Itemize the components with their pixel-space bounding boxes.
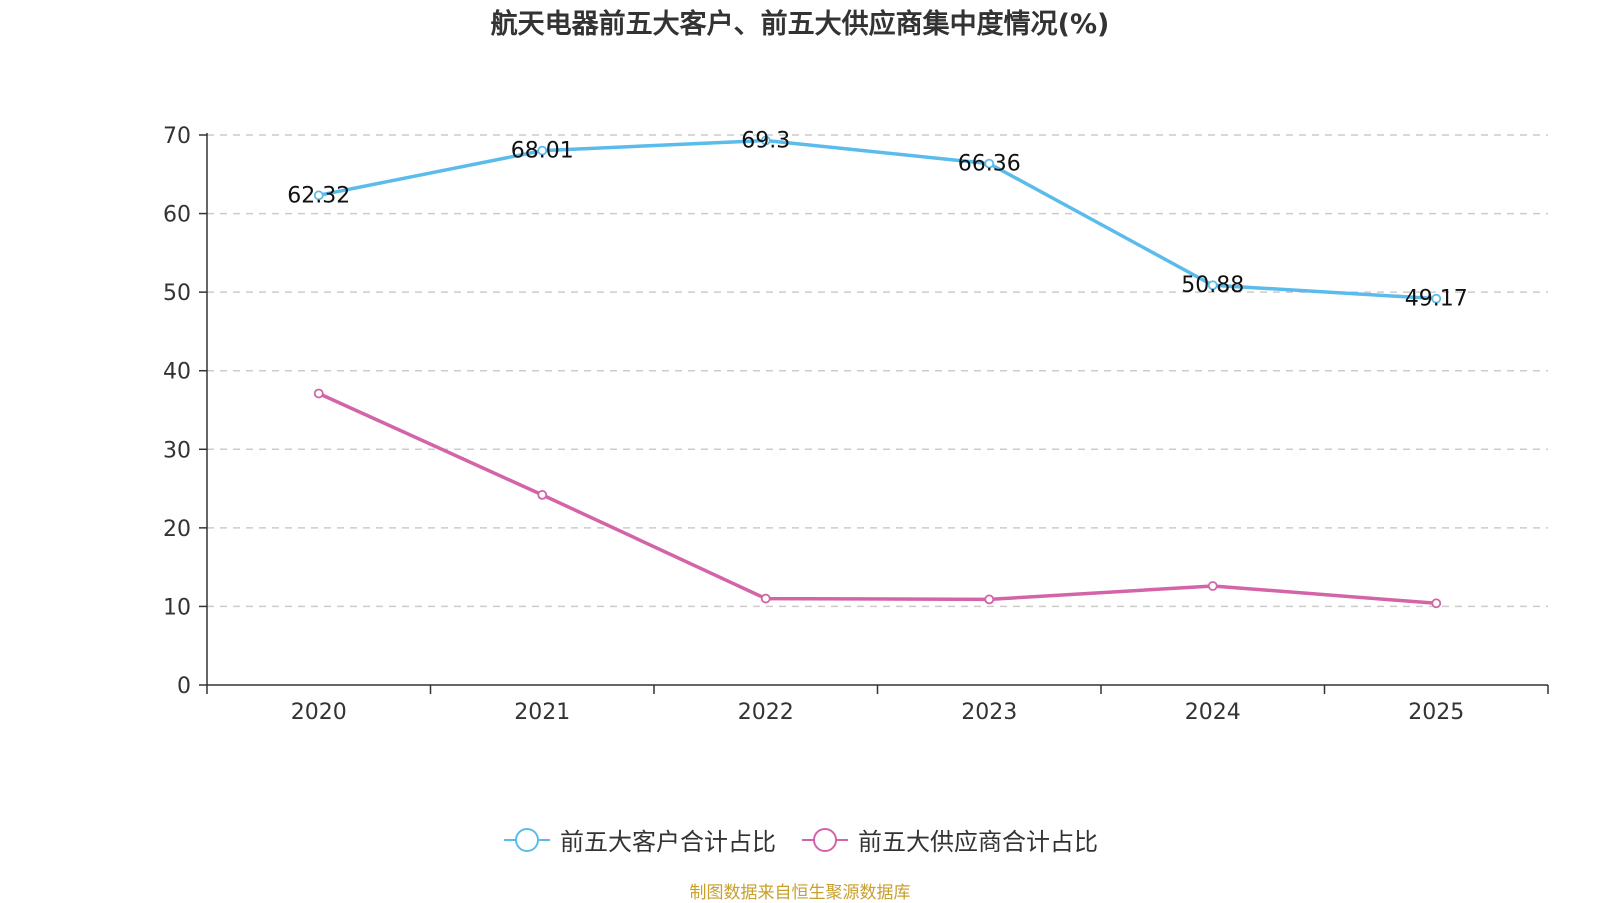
legend-label-customers: 前五大客户合计占比 — [560, 828, 776, 856]
data-point[interactable] — [537, 145, 548, 156]
data-point[interactable] — [537, 489, 548, 500]
data-point[interactable] — [1207, 581, 1218, 591]
series-line-0 — [318, 138, 1437, 301]
y-tick-label: 60 — [163, 203, 191, 228]
source-note: 制图数据来自恒生聚源数据库 — [689, 883, 911, 903]
x-tick-label: 2025 — [1408, 700, 1464, 725]
legend-marker-customers — [504, 827, 550, 852]
data-label: 69.3 — [741, 129, 790, 154]
data-label: 68.01 — [511, 139, 574, 164]
data-point[interactable] — [1207, 280, 1218, 291]
y-tick-label: 30 — [163, 438, 191, 463]
y-tick-label: 40 — [163, 360, 191, 385]
chart-title: 航天电器前五大客户、前五大供应商集中度情况(%) — [490, 9, 1110, 40]
data-label: 66.36 — [958, 152, 1021, 177]
data-point[interactable] — [760, 135, 771, 146]
x-tick-label: 2020 — [291, 700, 347, 725]
data-label: 62.32 — [287, 183, 350, 208]
legend-label-suppliers: 前五大供应商合计占比 — [858, 828, 1098, 856]
data-label: 49.17 — [1405, 287, 1468, 312]
data-point[interactable] — [1431, 293, 1442, 304]
x-tick-label: 2021 — [514, 700, 570, 725]
legend: 前五大客户合计占比 前五大供应商合计占比 — [0, 822, 1600, 857]
data-point[interactable] — [1431, 598, 1442, 609]
x-tick-label: 2024 — [1185, 700, 1241, 725]
data-label: 50.88 — [1181, 273, 1244, 298]
legend-item-suppliers[interactable]: 前五大供应商合计占比 — [800, 822, 1098, 857]
legend-marker-suppliers — [802, 827, 848, 852]
y-tick-label: 10 — [163, 595, 191, 620]
data-point[interactable] — [313, 388, 324, 399]
x-tick-label: 2022 — [738, 700, 794, 725]
data-point[interactable] — [313, 190, 324, 201]
series-line-1 — [318, 391, 1437, 606]
data-point[interactable] — [984, 158, 995, 169]
y-tick-label: 0 — [177, 674, 191, 699]
y-tick-label: 70 — [163, 124, 191, 149]
data-point[interactable] — [760, 593, 771, 604]
x-tick-label: 2023 — [961, 700, 1017, 725]
data-point[interactable] — [984, 594, 995, 605]
y-tick-label: 20 — [163, 517, 191, 542]
legend-item-customers[interactable]: 前五大客户合计占比 — [502, 822, 776, 857]
y-tick-label: 50 — [163, 281, 191, 306]
